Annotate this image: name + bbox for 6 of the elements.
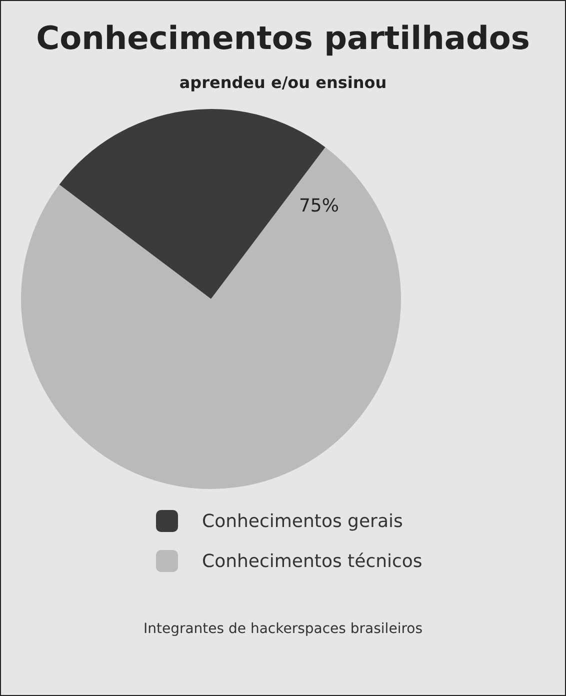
legend-label: Conhecimentos gerais xyxy=(202,510,403,532)
chart-title: Conhecimentos partilhados xyxy=(35,19,531,57)
chart-subtitle: aprendeu e/ou ensinou xyxy=(178,73,388,92)
legend-label: Conhecimentos técnicos xyxy=(202,550,422,572)
text: Integrantes de hackerspaces brasileiros xyxy=(142,621,424,637)
data-label: 75% xyxy=(298,195,339,216)
